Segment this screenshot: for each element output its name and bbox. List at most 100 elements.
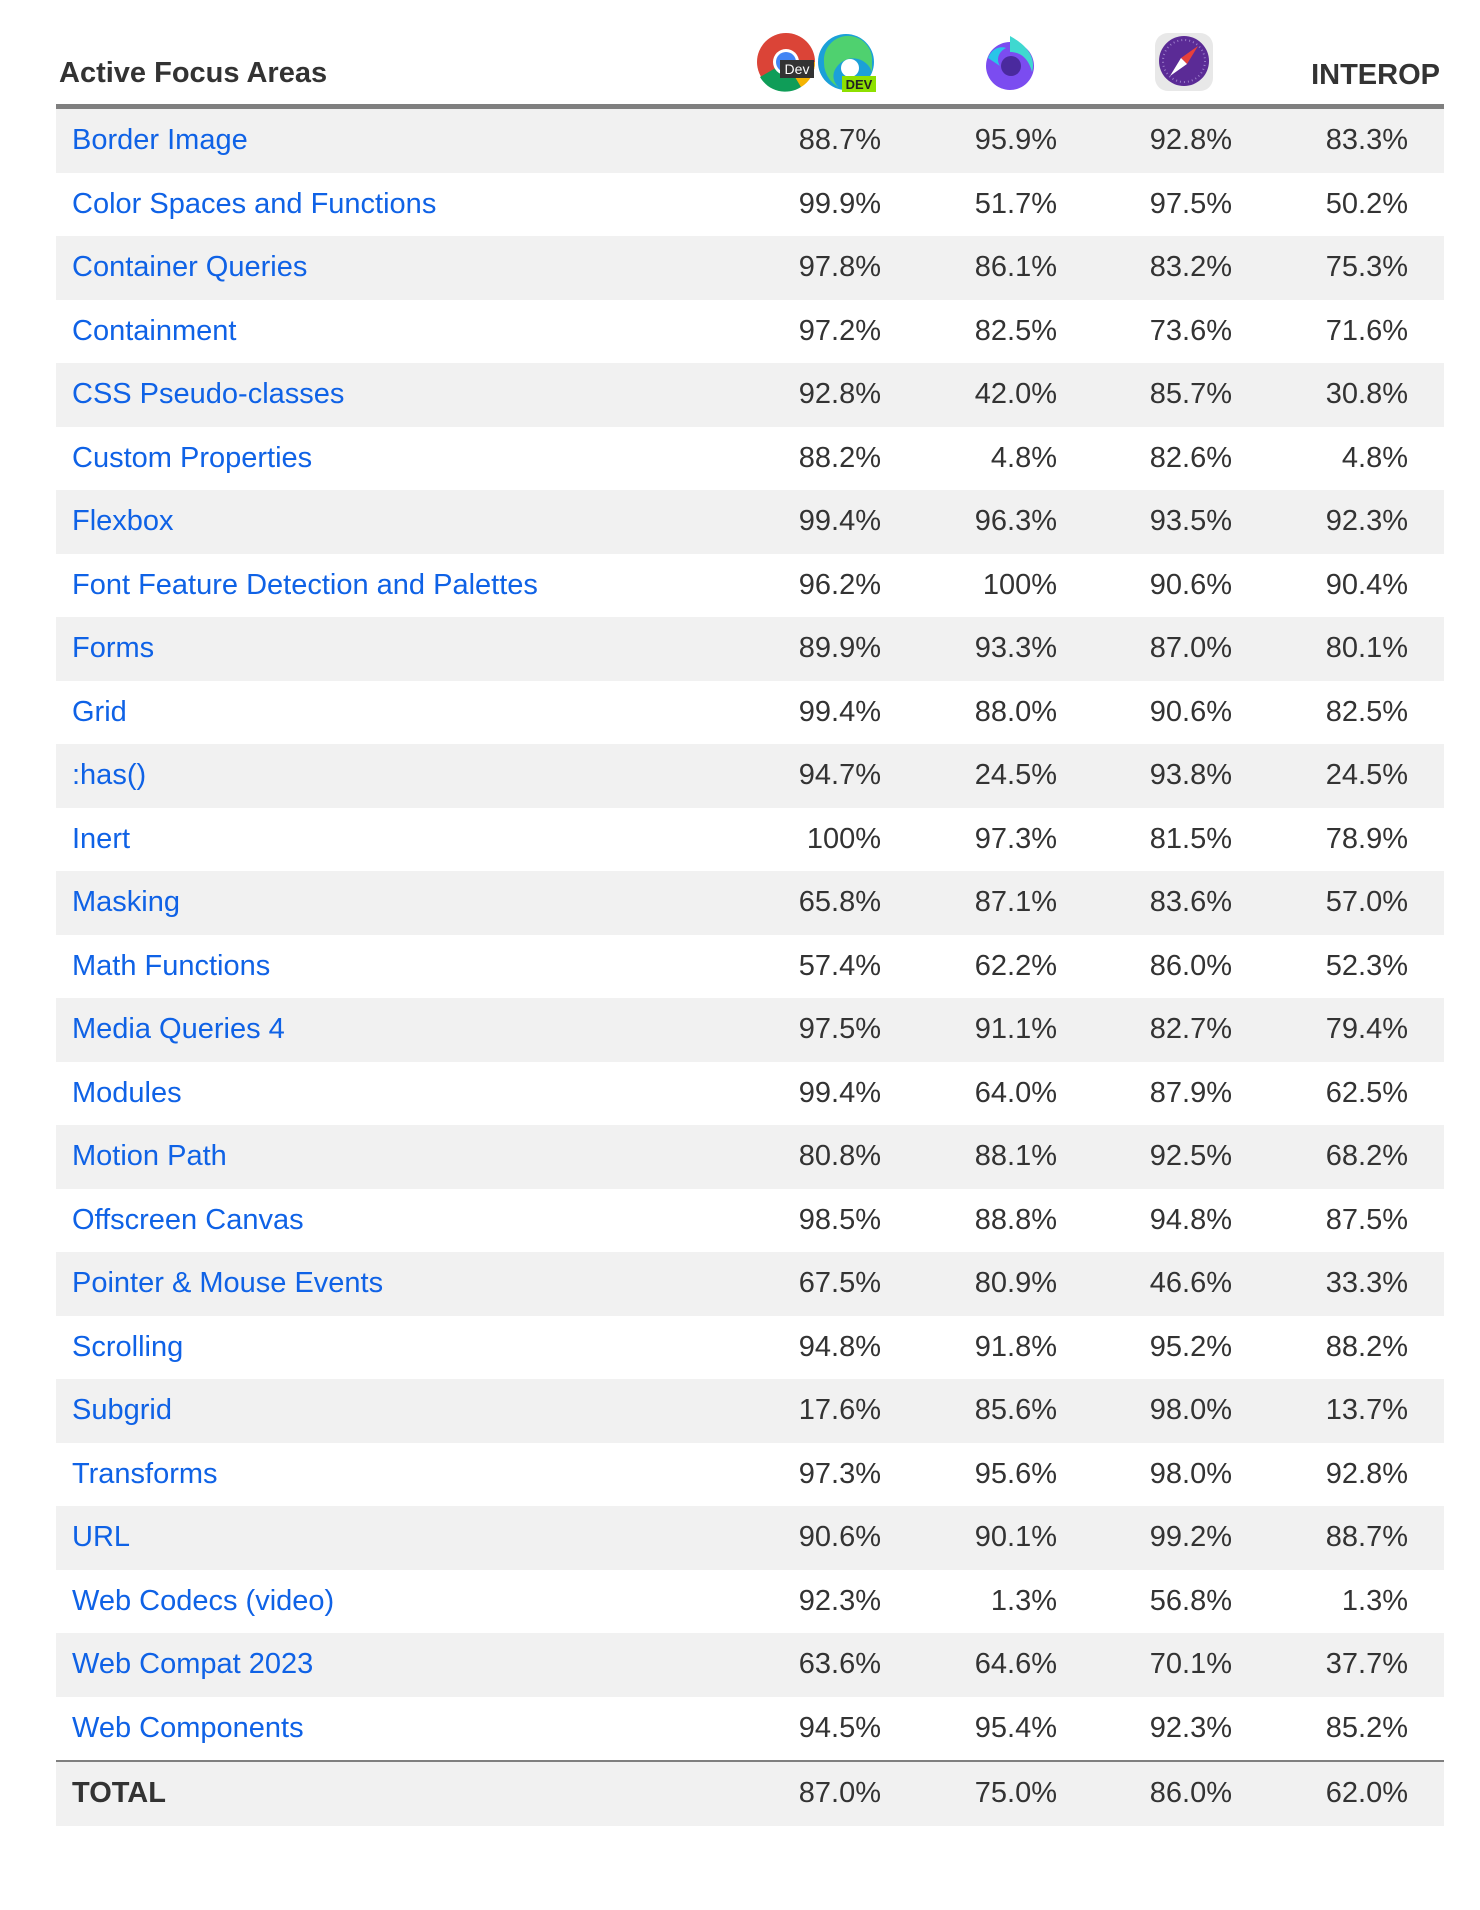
focus-area-link[interactable]: Web Components (72, 1711, 304, 1744)
table-header: Active Focus Areas Dev DEV (56, 0, 1444, 109)
chrome-edge-score: 99.4% (798, 695, 881, 728)
focus-area-link[interactable]: Custom Properties (72, 441, 313, 474)
focus-area-link[interactable]: URL (72, 1521, 131, 1554)
table-body: Border Image 88.7% 95.9% 92.8% 83.3% Color Sp… (56, 109, 1444, 1826)
chrome-edge-score: 100% (806, 822, 881, 855)
interop-score: 50.2% (1325, 187, 1408, 220)
svg-text:Dev: Dev (785, 61, 810, 77)
firefox-score: 87.1% (974, 886, 1057, 919)
safari-score: 92.8% (1149, 124, 1232, 157)
safari-score: 56.8% (1149, 1584, 1232, 1617)
safari-score: 46.6% (1149, 1267, 1232, 1300)
focus-area-link[interactable]: Masking (72, 886, 180, 919)
safari-score: 82.7% (1149, 1013, 1232, 1046)
table-row: CSS Pseudo-classes 92.8% 42.0% 85.7% 30.8% (56, 363, 1444, 427)
focus-area-link[interactable]: Math Functions (72, 949, 271, 982)
chrome-edge-score: 92.8% (798, 378, 881, 411)
focus-area-link[interactable]: Grid (72, 695, 127, 728)
safari-technology-preview-icon (1155, 33, 1213, 91)
chrome-edge-score: 88.7% (798, 124, 881, 157)
focus-area-link[interactable]: Offscreen Canvas (72, 1203, 304, 1236)
table-row: Container Queries 97.8% 86.1% 83.2% 75.3% (56, 236, 1444, 300)
safari-score: 82.6% (1149, 441, 1232, 474)
interop-score: 62.0% (1325, 1777, 1408, 1810)
safari-score: 99.2% (1149, 1521, 1232, 1554)
chrome-edge-score: 94.7% (798, 759, 881, 792)
column-header-focus-areas: Active Focus Areas (59, 57, 328, 89)
interop-score: 62.5% (1325, 1076, 1408, 1109)
firefox-score: 75.0% (974, 1777, 1057, 1810)
safari-score: 94.8% (1149, 1203, 1232, 1236)
firefox-score: 88.0% (974, 695, 1057, 728)
safari-score: 70.1% (1149, 1648, 1232, 1681)
focus-area-link[interactable]: Container Queries (72, 251, 308, 284)
focus-area-link[interactable]: Web Codecs (video) (72, 1584, 335, 1617)
chrome-edge-score: 99.4% (798, 505, 881, 538)
focus-area-link[interactable]: Pointer & Mouse Events (72, 1267, 384, 1300)
table-row: Forms 89.9% 93.3% 87.0% 80.1% (56, 617, 1444, 681)
focus-area-link[interactable]: Modules (72, 1076, 182, 1109)
total-label: TOTAL (72, 1777, 166, 1810)
interop-score: 92.8% (1325, 1457, 1408, 1490)
edge-dev-icon: DEV (818, 34, 876, 92)
interop-score: 87.5% (1325, 1203, 1408, 1236)
table-row: Border Image 88.7% 95.9% 92.8% 83.3% (56, 109, 1444, 173)
focus-area-link[interactable]: CSS Pseudo-classes (72, 378, 345, 411)
firefox-nightly-icon (986, 36, 1034, 90)
interop-score: 52.3% (1325, 949, 1408, 982)
focus-area-link[interactable]: Scrolling (72, 1330, 184, 1363)
table-row: Web Components 94.5% 95.4% 92.3% 85.2% (56, 1697, 1444, 1761)
firefox-score: 90.1% (974, 1521, 1057, 1554)
firefox-score: 82.5% (974, 314, 1057, 347)
safari-score: 90.6% (1149, 695, 1232, 728)
safari-score: 92.3% (1149, 1711, 1232, 1744)
interop-score: 85.2% (1325, 1711, 1408, 1744)
table-row: Grid 99.4% 88.0% 90.6% 82.5% (56, 681, 1444, 745)
focus-area-link[interactable]: Border Image (72, 124, 248, 157)
table-row: Modules 99.4% 64.0% 87.9% 62.5% (56, 1062, 1444, 1126)
focus-area-link[interactable]: Containment (72, 314, 237, 347)
table-row: Media Queries 4 97.5% 91.1% 82.7% 79.4% (56, 998, 1444, 1062)
table-row: Math Functions 57.4% 62.2% 86.0% 52.3% (56, 935, 1444, 999)
interop-score: 33.3% (1325, 1267, 1408, 1300)
table-row: Flexbox 99.4% 96.3% 93.5% 92.3% (56, 490, 1444, 554)
firefox-nightly-column-header (980, 32, 1040, 92)
focus-area-link[interactable]: Forms (72, 632, 155, 665)
interop-score: 92.3% (1325, 505, 1408, 538)
safari-tp-column-header (1154, 32, 1214, 92)
table-row: Pointer & Mouse Events 67.5% 80.9% 46.6% 33.… (56, 1252, 1444, 1316)
focus-area-link[interactable]: Color Spaces and Functions (72, 187, 437, 220)
firefox-score: 80.9% (974, 1267, 1057, 1300)
chrome-edge-score: 17.6% (798, 1394, 881, 1427)
firefox-score: 64.0% (974, 1076, 1057, 1109)
firefox-score: 62.2% (974, 949, 1057, 982)
focus-area-link[interactable]: Inert (72, 822, 131, 855)
focus-area-link[interactable]: Font Feature Detection and Palettes (72, 568, 538, 601)
firefox-score: 64.6% (974, 1648, 1057, 1681)
chrome-edge-score: 97.3% (798, 1457, 881, 1490)
focus-area-link[interactable]: Subgrid (72, 1394, 172, 1427)
chrome-edge-score: 97.8% (798, 251, 881, 284)
focus-area-link[interactable]: Web Compat 2023 (72, 1648, 314, 1681)
chrome-edge-score: 67.5% (798, 1267, 881, 1300)
interop-score: 88.2% (1325, 1330, 1408, 1363)
chrome-edge-score: 99.9% (798, 187, 881, 220)
safari-score: 85.7% (1149, 378, 1232, 411)
table-row: URL 90.6% 90.1% 99.2% 88.7% (56, 1506, 1444, 1570)
chrome-edge-score: 97.2% (798, 314, 881, 347)
firefox-score: 96.3% (974, 505, 1057, 538)
focus-area-link[interactable]: :has() (72, 759, 147, 792)
focus-area-link[interactable]: Media Queries 4 (72, 1013, 285, 1046)
interop-score: 78.9% (1325, 822, 1408, 855)
focus-area-link[interactable]: Transforms (72, 1457, 218, 1490)
interop-score: 88.7% (1325, 1521, 1408, 1554)
interop-score: 75.3% (1325, 251, 1408, 284)
firefox-score: 91.1% (974, 1013, 1057, 1046)
table-row: Containment 97.2% 82.5% 73.6% 71.6% (56, 300, 1444, 364)
table-row: Motion Path 80.8% 88.1% 92.5% 68.2% (56, 1125, 1444, 1189)
focus-area-link[interactable]: Flexbox (72, 505, 174, 538)
firefox-score: 93.3% (974, 632, 1057, 665)
chrome-dev-icon: Dev (757, 33, 816, 92)
focus-area-link[interactable]: Motion Path (72, 1140, 227, 1173)
firefox-score: 97.3% (974, 822, 1057, 855)
